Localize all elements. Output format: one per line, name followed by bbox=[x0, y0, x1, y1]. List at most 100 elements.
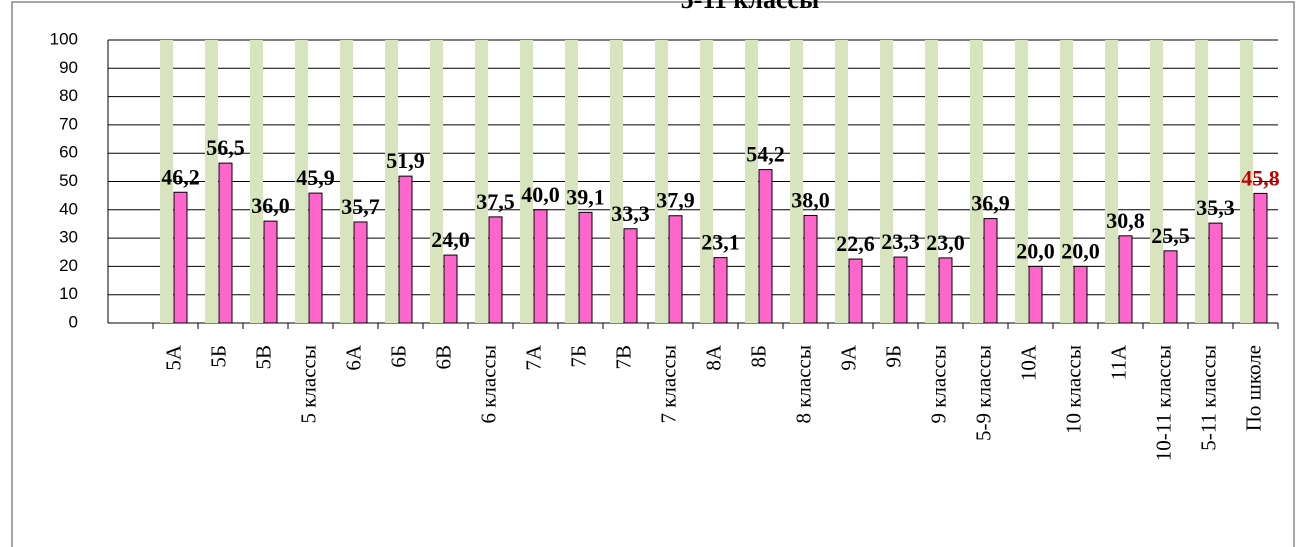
x-tick-label: 10-11 классы bbox=[1151, 345, 1175, 461]
x-tick-label: 6 классы bbox=[476, 345, 500, 424]
bar bbox=[713, 257, 728, 324]
bar bbox=[475, 40, 488, 323]
bar bbox=[1163, 250, 1178, 324]
chart-frame bbox=[11, 1, 1295, 547]
bar bbox=[263, 220, 278, 324]
bar bbox=[520, 40, 533, 323]
x-tick-label: По школе bbox=[1241, 345, 1265, 431]
bar bbox=[925, 40, 938, 323]
x-tick-label: 9А bbox=[836, 344, 860, 371]
data-label: 37,9 bbox=[656, 188, 695, 213]
x-tick-label: 10 классы bbox=[1061, 345, 1085, 434]
bar bbox=[1208, 222, 1223, 324]
x-tick-label: 8Б bbox=[746, 345, 770, 368]
data-label: 45,9 bbox=[296, 165, 335, 190]
bar bbox=[1015, 40, 1028, 323]
x-tick-label: 7Б bbox=[566, 345, 590, 368]
x-tick-label: 8 классы bbox=[791, 345, 815, 424]
x-tick-label: 5 классы bbox=[296, 345, 320, 424]
y-tick-label: 90 bbox=[59, 58, 78, 77]
bar bbox=[353, 221, 368, 324]
data-label: 51,9 bbox=[386, 148, 425, 173]
x-tick-label: 5А bbox=[161, 344, 185, 371]
data-label: 40,0 bbox=[521, 182, 560, 207]
bar bbox=[610, 40, 623, 323]
x-tick-label: 7 классы bbox=[656, 345, 680, 424]
x-tick-label: 7А bbox=[521, 344, 545, 371]
data-label: 46,2 bbox=[161, 164, 200, 189]
bar bbox=[250, 40, 263, 323]
y-tick-label: 50 bbox=[59, 171, 78, 190]
data-label: 56,5 bbox=[206, 135, 245, 160]
data-label: 36,9 bbox=[971, 191, 1010, 216]
y-tick-label: 60 bbox=[59, 143, 78, 162]
bar bbox=[443, 254, 458, 324]
x-tick-label: 5-9 классы bbox=[971, 345, 995, 441]
bar bbox=[655, 40, 668, 323]
x-tick-label: 8А bbox=[701, 344, 725, 371]
bar bbox=[938, 257, 953, 324]
bar bbox=[488, 216, 503, 324]
x-tick-label: 9Б bbox=[881, 345, 905, 368]
x-tick-label: 10А bbox=[1016, 344, 1040, 381]
y-tick-label: 10 bbox=[59, 284, 78, 303]
bar bbox=[700, 40, 713, 323]
bar bbox=[160, 40, 173, 323]
data-label: 20,0 bbox=[1061, 238, 1100, 263]
chart-title: 5-11 классы bbox=[681, 0, 820, 14]
bar bbox=[1240, 40, 1253, 323]
data-label: 35,7 bbox=[341, 194, 380, 219]
data-label: 24,0 bbox=[431, 227, 470, 252]
x-tick-label: 5В bbox=[251, 345, 275, 370]
y-tick-label: 100 bbox=[50, 29, 78, 48]
x-tick-label: 6Б bbox=[386, 345, 410, 368]
bar bbox=[308, 192, 323, 324]
bar bbox=[1150, 40, 1163, 323]
bar bbox=[880, 40, 893, 323]
bar bbox=[623, 228, 638, 324]
bar bbox=[970, 40, 983, 323]
data-label: 25,5 bbox=[1151, 223, 1190, 248]
bar bbox=[218, 162, 233, 324]
x-tick-label: 11А bbox=[1106, 344, 1130, 380]
bar bbox=[1060, 40, 1073, 323]
bar bbox=[173, 191, 188, 324]
data-label: 35,3 bbox=[1196, 195, 1235, 220]
bar bbox=[430, 40, 443, 323]
bar bbox=[1073, 265, 1088, 324]
bar bbox=[578, 211, 593, 324]
bar bbox=[803, 214, 818, 324]
data-label: 23,3 bbox=[881, 229, 920, 254]
bar bbox=[1028, 265, 1043, 324]
y-tick-label: 20 bbox=[59, 256, 78, 275]
data-label: 36,0 bbox=[251, 193, 290, 218]
bar bbox=[205, 40, 218, 323]
data-label: 22,6 bbox=[836, 231, 875, 256]
y-tick-label: 80 bbox=[59, 86, 78, 105]
bar bbox=[668, 215, 683, 324]
data-label: 45,8 bbox=[1241, 165, 1280, 190]
bar bbox=[398, 175, 413, 324]
data-label: 37,5 bbox=[476, 189, 515, 214]
bar bbox=[848, 258, 863, 324]
data-label: 39,1 bbox=[566, 184, 605, 209]
bar bbox=[295, 40, 308, 323]
bar bbox=[1253, 192, 1268, 324]
data-label: 20,0 bbox=[1016, 238, 1055, 263]
bar bbox=[790, 40, 803, 323]
bar bbox=[565, 40, 578, 323]
x-tick-label: 6В bbox=[431, 345, 455, 370]
x-tick-label: 7В bbox=[611, 345, 635, 370]
bar bbox=[758, 169, 773, 324]
x-tick-label: 5-11 классы bbox=[1196, 345, 1220, 451]
bar bbox=[835, 40, 848, 323]
bar bbox=[1118, 235, 1133, 324]
x-tick-label: 6А bbox=[341, 344, 365, 371]
y-tick-label: 30 bbox=[59, 228, 78, 247]
bar bbox=[893, 256, 908, 324]
bar bbox=[1105, 40, 1118, 323]
x-tick-label: 9 классы bbox=[926, 345, 950, 424]
bar bbox=[385, 40, 398, 323]
y-tick-label: 70 bbox=[59, 114, 78, 133]
